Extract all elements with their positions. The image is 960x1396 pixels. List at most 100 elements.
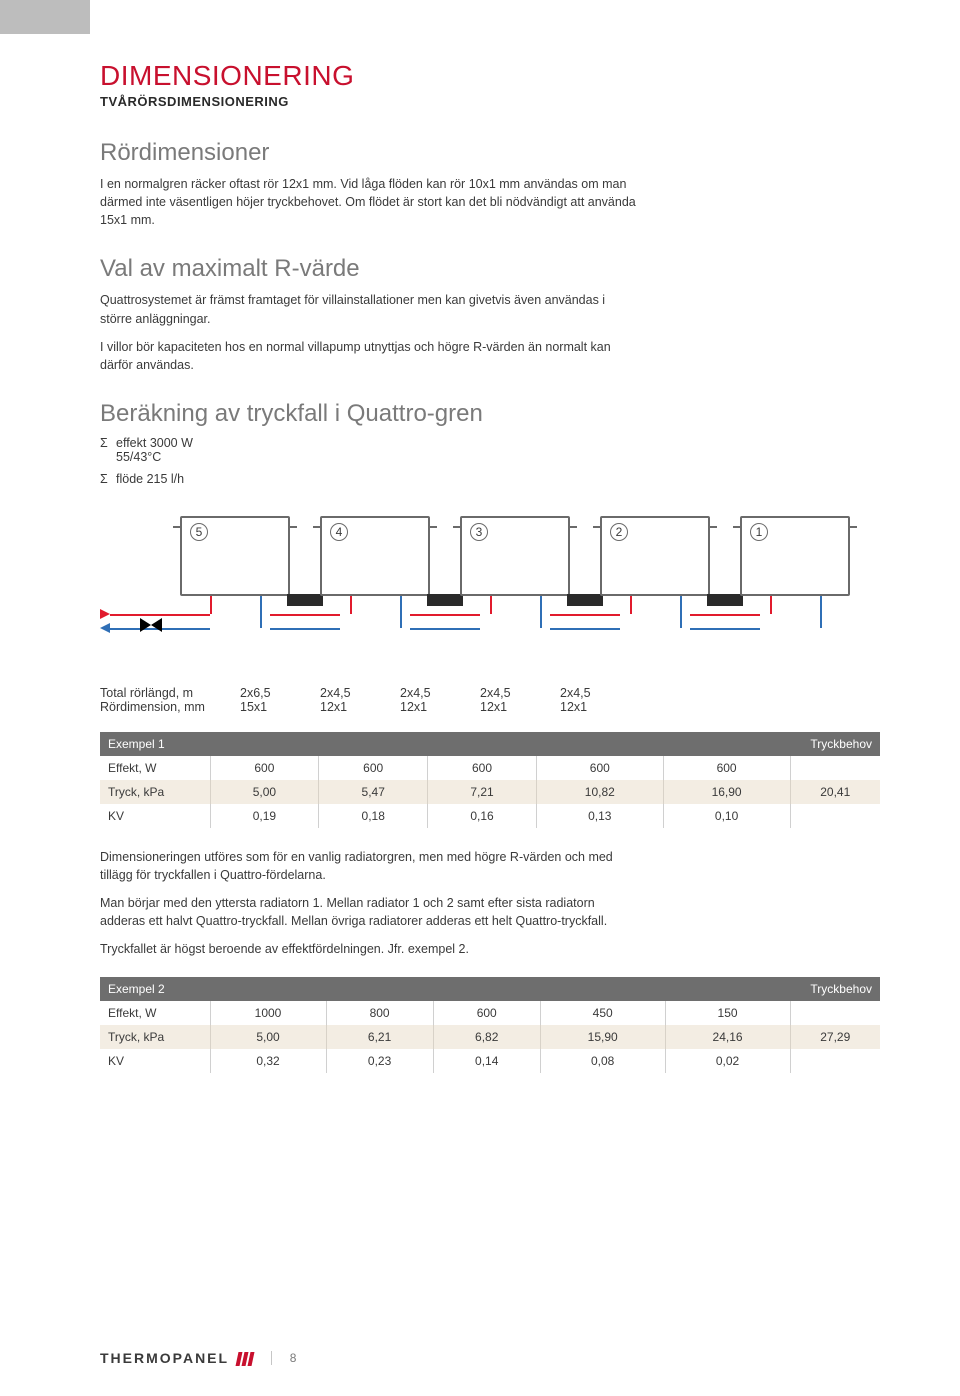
pipe-supply — [210, 596, 212, 614]
table-header-right: Tryckbehov — [790, 732, 880, 756]
table-row: KV0,190,180,160,130,10 — [100, 804, 880, 828]
brand-icon — [235, 1350, 253, 1366]
table-cell: 0,19 — [210, 804, 319, 828]
spec-label: Total rörlängd, m — [100, 686, 240, 700]
pipe-supply — [410, 614, 480, 616]
table-cell: 0,23 — [326, 1049, 433, 1073]
table-cell: 600 — [210, 756, 319, 780]
table-cell — [790, 1049, 880, 1073]
spec-cell: 12x1 — [560, 700, 640, 714]
pipe-return — [690, 628, 760, 630]
spec-cell: 2x4,5 — [480, 686, 560, 700]
table-cell: 0,32 — [210, 1049, 326, 1073]
table-cell: 6,82 — [433, 1025, 540, 1049]
pipe-supply — [270, 614, 340, 616]
table-cell: 1000 — [210, 1001, 326, 1025]
table-cell: 0,13 — [536, 804, 663, 828]
page-number: 8 — [271, 1351, 297, 1365]
table-cell: 600 — [536, 756, 663, 780]
table-row: Effekt, W1000800600450150 — [100, 1001, 880, 1025]
radiator-number: 2 — [610, 523, 628, 541]
connector-block — [287, 594, 323, 606]
paragraph: I villor bör kapaciteten hos en normal v… — [100, 338, 640, 374]
pipe-supply — [350, 596, 352, 614]
table-cell — [790, 1001, 880, 1025]
radiator-number: 3 — [470, 523, 488, 541]
paragraph: Quattrosystemet är främst framtaget för … — [100, 291, 640, 327]
table-cell: 7,21 — [428, 780, 537, 804]
table-cell: 24,16 — [665, 1025, 790, 1049]
radiator-tick — [593, 526, 600, 528]
table-cell: 800 — [326, 1001, 433, 1025]
radiator-number: 5 — [190, 523, 208, 541]
spec-cell: 12x1 — [400, 700, 480, 714]
sigma-text: flöde 215 l/h — [116, 472, 184, 486]
spec-cell: 12x1 — [320, 700, 400, 714]
table-cell: 0,14 — [433, 1049, 540, 1073]
radiator-number: 4 — [330, 523, 348, 541]
sigma-line: Σeffekt 3000 W 55/43°C — [100, 436, 880, 464]
pipe-return — [270, 628, 340, 630]
radiator-tick — [173, 526, 180, 528]
radiator-tick — [430, 526, 437, 528]
sigma-text: 55/43°C — [116, 450, 161, 464]
connector-block — [427, 594, 463, 606]
radiator: 1 — [740, 516, 850, 596]
heading-rordimensioner: Rördimensioner — [100, 139, 880, 167]
paragraph: Tryckfallet är högst beroende av effektf… — [100, 940, 640, 958]
page-title: DIMENSIONERING — [100, 60, 880, 92]
table-cell — [790, 804, 880, 828]
radiator: 2 — [600, 516, 710, 596]
table-cell: 20,41 — [790, 780, 880, 804]
radiator-tick — [733, 526, 740, 528]
connector-block — [567, 594, 603, 606]
table-row: Effekt, W600600600600600 — [100, 756, 880, 780]
footer: THERMOPANEL 8 — [100, 1350, 296, 1366]
table-cell: 450 — [540, 1001, 665, 1025]
pipe-supply — [770, 596, 772, 614]
table-row-label: KV — [100, 804, 210, 828]
pipe-return — [540, 596, 542, 628]
table-row: KV0,320,230,140,080,02 — [100, 1049, 880, 1073]
brand-logo: THERMOPANEL — [100, 1350, 253, 1366]
table-cell: 0,18 — [319, 804, 428, 828]
table-row: Tryck, kPa5,005,477,2110,8216,9020,41 — [100, 780, 880, 804]
radiator-tick — [453, 526, 460, 528]
radiator: 3 — [460, 516, 570, 596]
spec-row: Total rörlängd, m2x6,52x4,52x4,52x4,52x4… — [100, 686, 880, 700]
spec-cell: 2x6,5 — [240, 686, 320, 700]
table-cell: 6,21 — [326, 1025, 433, 1049]
table-title: Exempel 2 — [100, 977, 210, 1001]
radiator: 5 — [180, 516, 290, 596]
paragraph: Man börjar med den yttersta radiatorn 1.… — [100, 894, 640, 930]
table-cell: 0,10 — [663, 804, 790, 828]
spec-cell: 2x4,5 — [400, 686, 480, 700]
table-cell: 600 — [319, 756, 428, 780]
radiator-tick — [290, 526, 297, 528]
radiator-tick — [850, 526, 857, 528]
table-exempel-2: Exempel 2TryckbehovEffekt, W100080060045… — [100, 977, 880, 1073]
spec-cell: 2x4,5 — [560, 686, 640, 700]
table-cell: 15,90 — [540, 1025, 665, 1049]
radiator-tick — [710, 526, 717, 528]
table-cell: 5,00 — [210, 780, 319, 804]
pipe-return — [170, 628, 210, 630]
valve-icon — [140, 618, 162, 640]
pipe-supply — [630, 596, 632, 614]
radiator-tick — [313, 526, 320, 528]
pipe-return — [400, 596, 402, 628]
page-content: DIMENSIONERING TVÅRÖRSDIMENSIONERING Rör… — [0, 0, 960, 1113]
spec-cell: 15x1 — [240, 700, 320, 714]
table-row-label: Effekt, W — [100, 756, 210, 780]
spec-table: Total rörlängd, m2x6,52x4,52x4,52x4,52x4… — [100, 686, 880, 714]
table-row-label: Tryck, kPa — [100, 1025, 210, 1049]
table-row-label: KV — [100, 1049, 210, 1073]
table-cell — [790, 756, 880, 780]
inlet-arrow-supply — [100, 609, 110, 619]
pipe-diagram: 54321 — [100, 516, 800, 666]
pipe-return — [260, 596, 262, 628]
heading-berakning: Beräkning av tryckfall i Quattro-gren — [100, 400, 880, 428]
table-cell: 27,29 — [790, 1025, 880, 1049]
pipe-supply — [690, 614, 760, 616]
paragraph: Dimensioneringen utföres som för en vanl… — [100, 848, 640, 884]
